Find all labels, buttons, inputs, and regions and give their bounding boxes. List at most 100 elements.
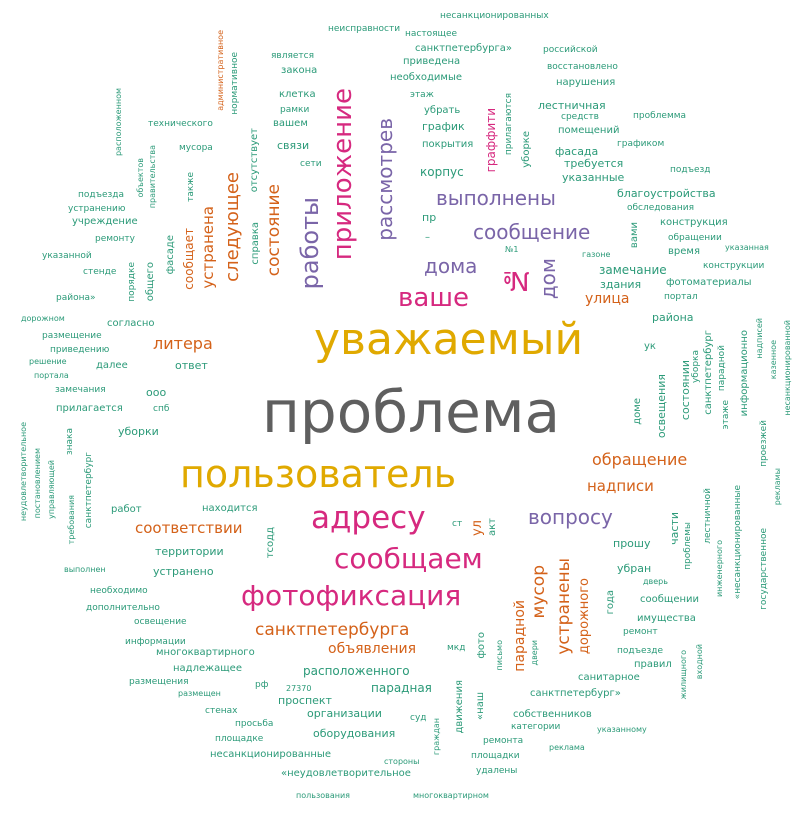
cloud-word: технического [148, 119, 213, 129]
cloud-word: выполнены [436, 186, 556, 210]
cloud-word: необходимые [390, 72, 463, 83]
cloud-word: следующее [222, 172, 243, 282]
cloud-word: несанкционированные [210, 749, 331, 760]
cloud-word: ремонт [623, 627, 658, 637]
cloud-word: далее [96, 360, 128, 371]
cloud-word: нормативное [230, 52, 240, 115]
cloud-word: ваше [398, 283, 470, 313]
cloud-word: двери [530, 640, 539, 666]
cloud-word: стенах [205, 706, 238, 716]
cloud-word: удалены [476, 766, 518, 776]
cloud-word: восстановлено [547, 62, 618, 72]
cloud-word: правил [634, 659, 672, 670]
cloud-word: работы [296, 197, 324, 290]
cloud-word: информации [125, 637, 186, 647]
cloud-word: парадной [512, 600, 528, 672]
cloud-word: объявления [328, 641, 416, 657]
cloud-word: площадки [471, 751, 520, 761]
cloud-word: устранению [68, 204, 126, 214]
cloud-word: размещение [42, 331, 102, 341]
cloud-word: суд [410, 713, 427, 723]
cloud-word: территории [155, 545, 224, 558]
cloud-word: пр [422, 211, 437, 224]
cloud-word: уборки [118, 425, 159, 438]
cloud-word: письмо [495, 640, 504, 671]
cloud-word: фотофиксация [241, 579, 462, 612]
cloud-word: портал [664, 292, 698, 302]
cloud-word: казенное [769, 340, 778, 380]
cloud-word: убран [617, 562, 652, 575]
cloud-word: конструкции [703, 261, 765, 271]
cloud-word: просьба [235, 719, 274, 729]
cloud-word: расположенного [303, 664, 410, 678]
cloud-word: «неудовлетворительное [281, 768, 411, 779]
cloud-word: дополнительно [86, 603, 160, 613]
cloud-word: приведению [50, 345, 110, 355]
cloud-word: неисправности [328, 24, 401, 34]
cloud-word: лестничная [538, 99, 606, 112]
cloud-word: приведена [403, 56, 461, 67]
cloud-word: инженерного [715, 540, 724, 598]
cloud-word: проспект [278, 694, 332, 707]
cloud-word: уборка [691, 350, 701, 384]
cloud-word: ук [644, 341, 656, 352]
cloud-word: мкд [447, 643, 466, 653]
cloud-word: сообщаем [334, 542, 483, 575]
cloud-word: фотоматериалы [666, 277, 752, 288]
cloud-word: время [668, 246, 700, 257]
cloud-word: российской [543, 45, 598, 55]
cloud-word: парадная [371, 681, 432, 695]
cloud-word: газоне [582, 250, 611, 259]
cloud-word: состоянии [679, 360, 692, 421]
cloud-word: улица [585, 291, 630, 307]
cloud-word: доме [632, 398, 643, 425]
cloud-word: санктпетербурга» [415, 43, 512, 54]
cloud-word: административное [216, 30, 225, 111]
cloud-word: выполнен [64, 565, 106, 574]
cloud-word: приложение [328, 88, 358, 261]
cloud-word: мусора [179, 143, 213, 153]
cloud-word: движения [454, 680, 465, 734]
cloud-word: клетка [279, 89, 316, 100]
cloud-word: состояние [264, 184, 284, 277]
cloud-word: устранена [199, 206, 217, 289]
cloud-word: стенде [83, 267, 117, 277]
cloud-word: замечание [599, 263, 667, 277]
cloud-word: дорожном [21, 314, 65, 323]
cloud-word: «наш [475, 692, 486, 720]
cloud-word: соответствии [135, 519, 243, 537]
cloud-word: сети [300, 159, 322, 169]
cloud-word: этаж [410, 90, 434, 100]
cloud-word: информационно [739, 330, 750, 417]
cloud-word: 27370 [286, 684, 312, 693]
cloud-word: ул [470, 520, 485, 537]
cloud-word: нарушения [556, 77, 616, 88]
cloud-word: помещений [558, 125, 620, 136]
cloud-word: сообщает [182, 228, 196, 290]
cloud-word: решение [29, 357, 67, 366]
cloud-word: сообщении [640, 594, 700, 605]
cloud-word: средств [561, 112, 599, 122]
cloud-word: ооо [146, 386, 167, 399]
cloud-word: прошу [613, 537, 651, 550]
cloud-word: вашем [273, 118, 308, 129]
cloud-word: расположенном [114, 88, 123, 157]
cloud-word: дверь [643, 577, 668, 586]
cloud-word: проблемма [633, 111, 687, 121]
cloud-word: освещение [134, 617, 187, 627]
cloud-word: дом [536, 258, 560, 300]
cloud-word: графиком [617, 139, 665, 149]
cloud-word: площадке [215, 734, 264, 744]
cloud-word: сообщение [473, 220, 591, 244]
cloud-word: ст [452, 519, 463, 529]
cloud-word: входной [695, 644, 704, 680]
cloud-word: настоящее [405, 29, 458, 39]
cloud-word: уважаемый [314, 314, 584, 365]
cloud-word: размещен [178, 689, 221, 698]
cloud-word: года [605, 590, 616, 615]
cloud-word: государственное [759, 528, 769, 610]
cloud-word: района [652, 311, 694, 324]
cloud-word: проблемы [683, 522, 693, 570]
cloud-word: покрытия [422, 139, 474, 150]
